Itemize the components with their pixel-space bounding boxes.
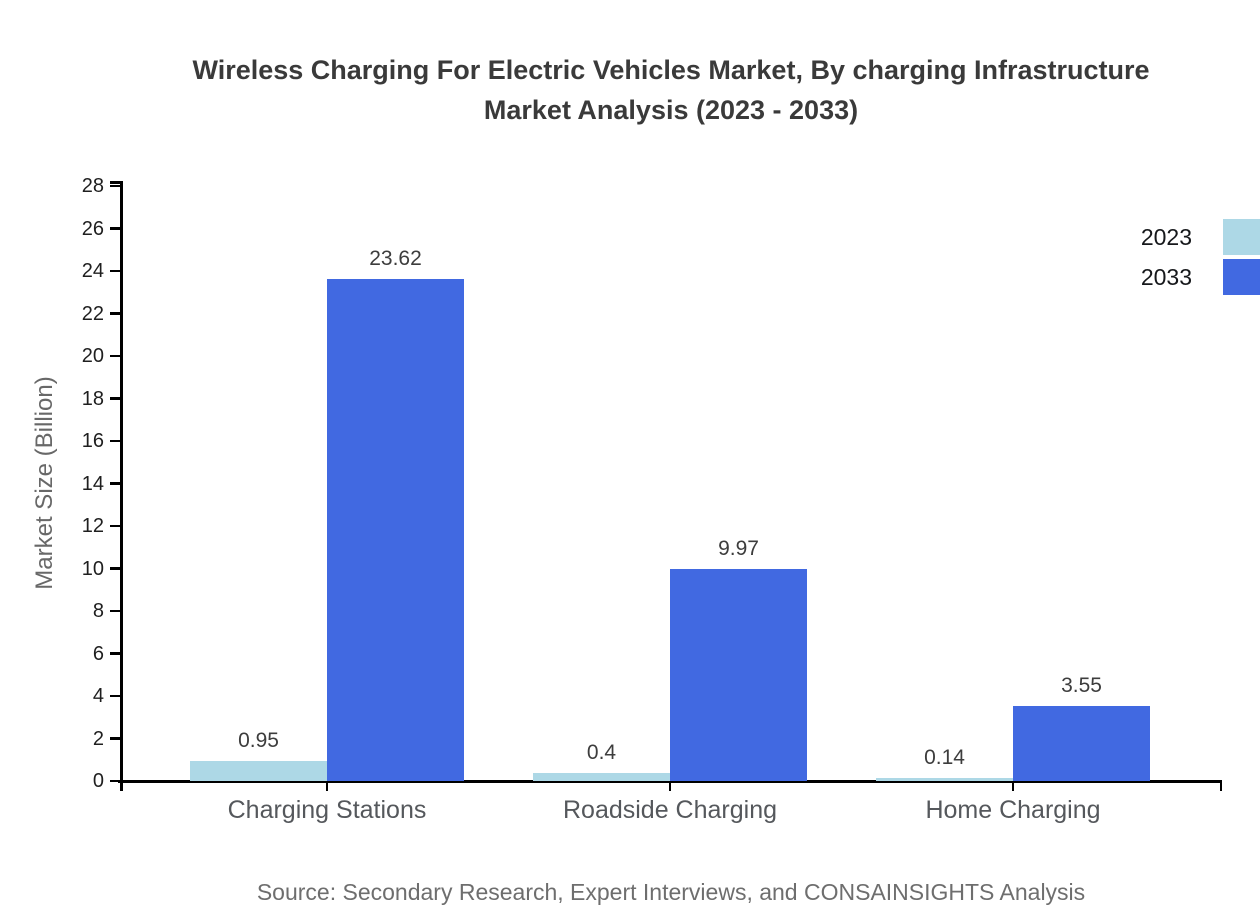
y-tick <box>110 312 120 315</box>
y-tick-label: 22 <box>81 302 104 325</box>
bar-2033-Roadside Charging <box>670 569 807 781</box>
bar-2033-Charging Stations <box>327 279 464 781</box>
bar-value-label: 0.14 <box>924 746 965 770</box>
y-tick-label: 26 <box>81 217 104 240</box>
bar-2033-Home Charging <box>1013 705 1150 781</box>
y-tick <box>110 694 120 698</box>
bar-value-label: 9.97 <box>718 537 759 561</box>
bar-value-label: 0.4 <box>586 740 617 764</box>
x-tick <box>668 781 672 791</box>
y-tick-label: 12 <box>81 515 104 537</box>
x-category-label: Home Charging <box>925 796 1101 824</box>
y-axis-spine <box>120 181 123 791</box>
bar-2023-Charging Stations <box>190 760 327 781</box>
x-tick <box>325 781 329 791</box>
x-category-label: Roadside Charging <box>562 796 778 824</box>
legend-swatch-2033 <box>1223 259 1260 295</box>
chart-title-line2: Market Analysis (2023 - 2033) <box>483 95 859 125</box>
legend-label-2023: 2023 <box>1140 224 1192 250</box>
y-tick <box>110 652 120 655</box>
y-tick <box>110 397 120 400</box>
y-tick <box>110 439 120 443</box>
y-tick <box>110 482 120 485</box>
bar-2023-Home Charging <box>876 778 1013 781</box>
y-tick-label: 24 <box>81 260 104 282</box>
y-tick <box>110 227 120 230</box>
y-tick-label: 16 <box>81 430 104 452</box>
y-tick-label: 14 <box>81 472 104 495</box>
y-tick-label: 2 <box>92 727 104 750</box>
legend-label-2033: 2033 <box>1140 264 1192 290</box>
y-tick <box>110 524 120 528</box>
x-axis-right-cap <box>1219 781 1222 791</box>
y-tick-label: 18 <box>81 387 104 410</box>
y-tick <box>110 354 120 358</box>
y-tick <box>110 184 120 188</box>
y-tick <box>110 567 120 570</box>
x-category-label: Charging Stations <box>227 796 427 824</box>
bar-value-label: 3.55 <box>1061 673 1102 697</box>
y-tick-label: 8 <box>92 600 104 622</box>
y-axis-top-cap <box>110 181 120 184</box>
y-tick <box>110 609 120 613</box>
y-tick-label: 6 <box>92 642 104 665</box>
chart-title: Wireless Charging For Electric Vehicles … <box>120 50 1222 130</box>
y-tick-label: 20 <box>81 345 104 367</box>
source-note: Source: Secondary Research, Expert Inter… <box>256 879 1086 905</box>
y-tick <box>110 737 120 740</box>
y-tick-label: 10 <box>81 557 104 580</box>
bar-value-label: 23.62 <box>369 247 422 271</box>
y-tick-label: 4 <box>92 685 104 707</box>
legend-swatch-2023 <box>1223 219 1260 255</box>
chart-title-line1: Wireless Charging For Electric Vehicles … <box>192 55 1150 85</box>
bar-value-label: 0.95 <box>238 728 279 752</box>
bar-2023-Roadside Charging <box>533 772 670 781</box>
y-tick <box>110 269 120 273</box>
y-tick-label: 0 <box>92 770 104 792</box>
y-tick <box>110 779 120 783</box>
y-tick-label: 28 <box>81 175 104 197</box>
x-tick <box>1011 781 1015 791</box>
